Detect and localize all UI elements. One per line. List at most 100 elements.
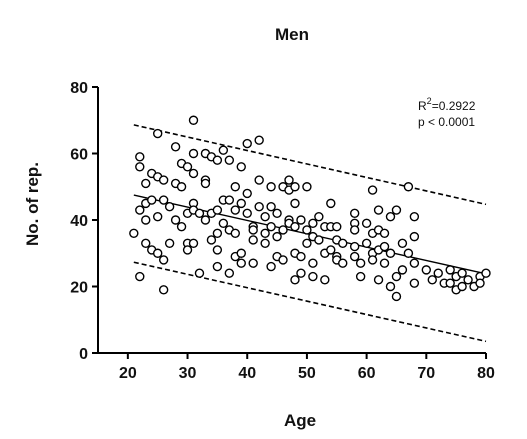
data-point xyxy=(272,231,282,242)
data-point xyxy=(170,215,181,225)
data-point xyxy=(158,195,169,205)
data-point xyxy=(212,155,223,165)
y-tick-label: 60 xyxy=(70,147,88,164)
data-point xyxy=(188,115,199,125)
r2-value: =0.2922 xyxy=(432,99,476,113)
data-point xyxy=(308,258,318,268)
data-point xyxy=(403,248,414,258)
data-point xyxy=(230,182,240,192)
data-point xyxy=(433,268,443,278)
data-point xyxy=(260,228,270,239)
data-point xyxy=(182,245,193,255)
data-point xyxy=(427,275,437,285)
data-point xyxy=(135,162,145,172)
data-point xyxy=(397,238,408,248)
data-point xyxy=(296,251,306,262)
data-point xyxy=(278,255,288,265)
data-point xyxy=(141,215,151,225)
data-point xyxy=(391,271,402,282)
data-point xyxy=(212,205,223,215)
data-point xyxy=(248,225,258,235)
data-point xyxy=(212,245,223,255)
data-point xyxy=(158,255,169,265)
data-point xyxy=(236,248,246,258)
data-point xyxy=(308,271,318,282)
data-point xyxy=(224,155,235,165)
data-point xyxy=(152,211,163,222)
y-tick-label: 40 xyxy=(70,213,88,230)
data-point xyxy=(355,258,366,268)
data-point xyxy=(296,215,306,225)
data-point xyxy=(188,168,199,179)
data-point xyxy=(349,241,360,252)
data-point xyxy=(236,162,246,172)
data-point xyxy=(170,142,181,152)
y-tick-label: 20 xyxy=(70,280,88,297)
data-point xyxy=(314,211,324,222)
data-point xyxy=(236,198,246,209)
data-point xyxy=(379,228,390,239)
data-point xyxy=(164,201,175,212)
data-point xyxy=(397,265,408,275)
data-point xyxy=(206,235,217,245)
data-point xyxy=(385,281,396,292)
data-point xyxy=(152,128,163,139)
data-point xyxy=(326,198,336,209)
data-point xyxy=(266,261,276,272)
data-point xyxy=(326,245,336,255)
data-point xyxy=(475,278,485,288)
data-point xyxy=(254,175,264,185)
data-point xyxy=(373,275,384,285)
data-point xyxy=(176,182,187,192)
data-point xyxy=(212,228,223,239)
data-point xyxy=(272,208,282,219)
data-point xyxy=(135,152,145,162)
data-point xyxy=(349,208,360,219)
data-point xyxy=(373,205,384,215)
data-point xyxy=(248,235,258,245)
data-point xyxy=(278,225,288,235)
data-point xyxy=(141,178,151,189)
data-point xyxy=(290,221,300,232)
data-point xyxy=(194,268,205,278)
data-point xyxy=(147,195,157,205)
data-point xyxy=(290,198,300,209)
data-point xyxy=(248,258,258,268)
y-axis-label: No. of rep. xyxy=(23,162,42,246)
data-point xyxy=(242,208,252,219)
data-point xyxy=(194,208,205,219)
data-point xyxy=(158,175,169,185)
data-point xyxy=(254,135,264,145)
data-point xyxy=(212,261,223,272)
x-tick-label: 60 xyxy=(358,365,376,382)
data-point xyxy=(302,225,312,235)
data-point xyxy=(182,162,193,172)
data-point xyxy=(391,291,402,302)
data-point xyxy=(349,225,360,235)
r2-superscript: 2 xyxy=(427,96,432,106)
data-point xyxy=(188,238,199,248)
p-value-annotation: p < 0.0001 xyxy=(418,115,475,129)
data-point xyxy=(385,211,396,222)
data-point xyxy=(290,275,300,285)
data-point xyxy=(242,138,252,149)
data-point xyxy=(367,255,378,265)
data-point xyxy=(379,258,390,268)
data-point xyxy=(176,221,187,232)
data-point xyxy=(152,248,163,258)
data-point xyxy=(457,268,467,278)
x-axis-label: Age xyxy=(284,411,316,430)
data-point xyxy=(338,238,348,248)
data-point xyxy=(403,182,414,192)
x-tick-label: 50 xyxy=(298,365,316,382)
data-point xyxy=(302,182,312,192)
r2-prefix: R xyxy=(418,99,427,113)
data-point xyxy=(385,248,396,258)
data-point xyxy=(361,218,372,229)
chart-title: Men xyxy=(275,25,309,44)
data-point xyxy=(421,265,432,275)
data-point xyxy=(355,271,366,282)
data-point xyxy=(218,218,229,229)
data-point xyxy=(338,258,348,268)
